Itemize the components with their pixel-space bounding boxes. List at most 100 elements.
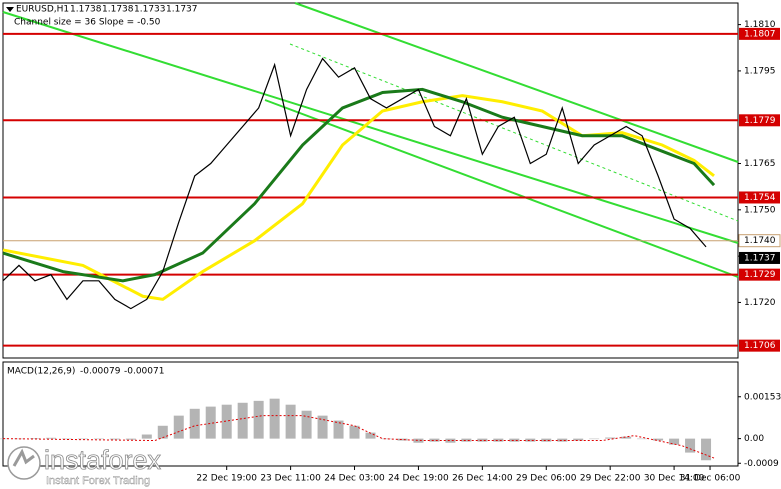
- macd-bar: [109, 438, 120, 440]
- macd-bar: [301, 410, 312, 439]
- ask-tag: [738, 234, 781, 248]
- channel-lower: [264, 99, 739, 278]
- ma-fast: [2, 94, 715, 301]
- macd-bar: [509, 438, 520, 442]
- x-tick-label: 26 Dec 14:00: [452, 474, 513, 484]
- main-panel: [2, 2, 739, 359]
- macd-bar: [61, 438, 72, 440]
- level-tag: [739, 339, 780, 352]
- level-label: 1.1779: [744, 116, 776, 126]
- macd-bar: [93, 438, 104, 440]
- symbol-icon: [6, 7, 14, 12]
- level-label: 1.1807: [744, 29, 776, 39]
- y-tick-label: 0.00153: [744, 392, 781, 402]
- indicator-text: Channel size = 36 Slope = -0.50: [14, 18, 161, 28]
- macd-bar: [189, 408, 200, 439]
- macd-bar: [221, 404, 232, 439]
- y-tick-label: -0.0009: [744, 459, 779, 469]
- x-tick-label: 24 Dec 03:00: [324, 474, 385, 484]
- macd-bar: [253, 400, 264, 439]
- y-tick-label: 1.1795: [744, 66, 776, 76]
- y-tick-label: 0.00: [744, 434, 764, 444]
- logo-mark: [12, 448, 35, 467]
- macd-bar: [45, 437, 56, 439]
- macd-bar: [205, 406, 216, 439]
- brand: instaforex: [44, 445, 162, 475]
- macd-bar: [525, 438, 536, 442]
- macd-bar: [589, 438, 600, 440]
- macd-bar: [429, 438, 440, 442]
- macd-label: MACD(12,26,9): [7, 367, 75, 377]
- macd-bar: [77, 438, 88, 440]
- macd-bar: [141, 434, 152, 439]
- macd-bar: [573, 438, 584, 441]
- ohlc-high: 1.1738: [102, 5, 134, 15]
- level-tag: [739, 114, 780, 127]
- bid-tag: [739, 251, 780, 264]
- macd-panel: [2, 361, 739, 467]
- macd-bar: [541, 438, 552, 442]
- channel-upper: [294, 2, 739, 163]
- macd-bar: [125, 438, 136, 440]
- macd-bar: [13, 438, 24, 440]
- symbol: EURUSD,H1: [16, 5, 69, 15]
- macd-bar: [701, 438, 712, 461]
- ask-label: 1.1740: [744, 236, 776, 246]
- macd-bar: [413, 438, 424, 443]
- logo-icon: [7, 446, 41, 480]
- channel-middle: [2, 11, 739, 244]
- tagline: Instant Forex Trading: [46, 475, 150, 487]
- macd-readout: -0.00079: [80, 367, 121, 377]
- x-tick-label: 24 Dec 19:00: [388, 474, 449, 484]
- x-tick-label: 30 Dec 14:00: [644, 474, 705, 484]
- level-label: 1.1754: [744, 193, 776, 203]
- macd-bar: [669, 438, 680, 445]
- macd-bar: [269, 398, 280, 439]
- y-tick-label: 1.1810: [744, 20, 776, 30]
- macd-bar: [173, 415, 184, 439]
- macd-bar: [381, 438, 392, 440]
- x-tick-label: 29 Dec 06:00: [516, 474, 577, 484]
- macd-bar: [493, 438, 504, 442]
- channel-dotted: [289, 43, 739, 222]
- bid-label: 1.1737: [744, 253, 776, 263]
- macd-bar: [685, 438, 696, 453]
- macd-readout: -0.00071: [124, 367, 164, 377]
- macd-bar: [621, 436, 632, 439]
- x-tick-label: 31 Dec 06:00: [680, 474, 741, 484]
- macd-bar: [477, 438, 488, 442]
- x-tick-label: 22 Dec 19:00: [196, 474, 257, 484]
- macd-bar: [637, 438, 648, 440]
- main-layer: [2, 32, 738, 347]
- ohlc-low: 1.1733: [134, 5, 166, 15]
- macd-bar: [317, 415, 328, 439]
- macd-bar: [653, 438, 664, 441]
- macd-bar: [397, 438, 408, 441]
- macd-bar: [605, 437, 616, 439]
- ohlc-close: 1.1737: [166, 5, 198, 15]
- price-line: [2, 57, 707, 310]
- y-tick-label: 1.1720: [744, 298, 776, 308]
- macd-bar: [557, 438, 568, 442]
- y-tick-label: 1.1750: [744, 205, 776, 215]
- level-tag: [739, 268, 780, 281]
- x-tick-label: 23 Dec 11:00: [260, 474, 321, 484]
- level-tag: [739, 27, 780, 40]
- macd-bar: [285, 404, 296, 439]
- macd-bar: [349, 425, 360, 439]
- macd-bar: [237, 402, 248, 439]
- y-tick-label: 1.1765: [744, 159, 776, 169]
- level-tag: [739, 191, 780, 204]
- level-label: 1.1729: [744, 270, 776, 280]
- macd-bar: [157, 425, 168, 439]
- ma-slow: [2, 87, 716, 283]
- macd-bar: [29, 438, 40, 439]
- macd-bar: [365, 432, 376, 439]
- ohlc-open: 1.1738: [70, 5, 102, 15]
- macd-bar: [333, 420, 344, 439]
- x-tick-label: 29 Dec 22:00: [580, 474, 641, 484]
- level-label: 1.1706: [744, 341, 776, 351]
- macd-layer: [0, 398, 715, 461]
